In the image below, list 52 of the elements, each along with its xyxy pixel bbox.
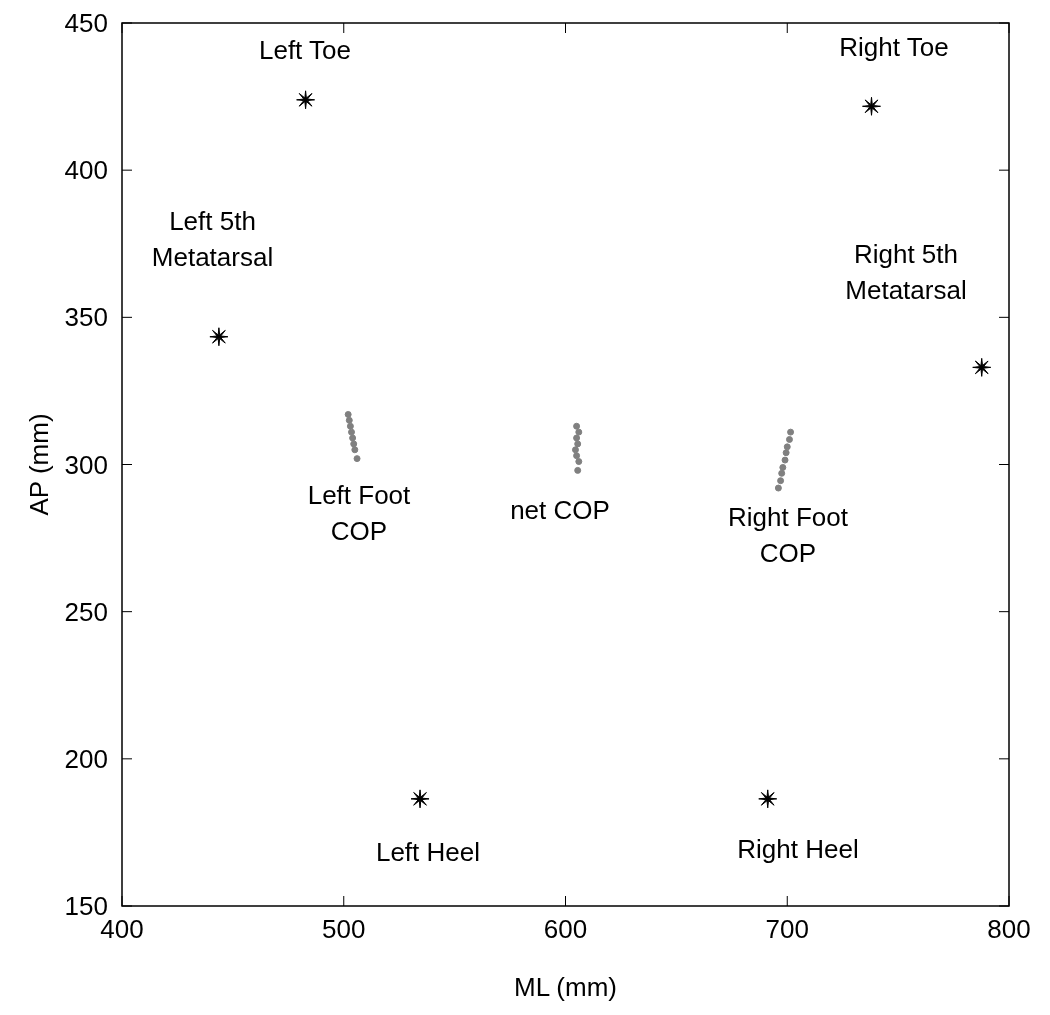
y-tick-label: 400 — [64, 155, 108, 186]
point — [781, 456, 789, 464]
point — [573, 452, 581, 460]
point — [862, 96, 882, 116]
point — [777, 477, 785, 485]
point — [346, 422, 354, 430]
point — [350, 440, 358, 448]
x-tick-label: 700 — [765, 914, 809, 944]
point — [574, 440, 582, 448]
x-tick-label: 800 — [987, 914, 1031, 944]
annotation: Left Heel — [375, 837, 481, 867]
point — [782, 449, 790, 457]
point — [774, 484, 782, 492]
point — [345, 416, 353, 424]
annotation: Right Heel — [737, 834, 859, 864]
point — [344, 410, 352, 418]
y-tick-label: 350 — [64, 302, 108, 333]
point — [779, 463, 787, 471]
point — [573, 422, 581, 430]
y-tick-label: 300 — [64, 449, 108, 480]
point — [348, 428, 355, 436]
point — [783, 443, 791, 451]
annotation: Left 5th Metatarsal — [151, 206, 274, 272]
point — [758, 789, 778, 809]
y-axis-title: AP (mm) — [24, 413, 54, 516]
point — [349, 434, 357, 442]
annotation: Left Toe — [258, 35, 352, 65]
point — [351, 446, 359, 454]
x-tick-label: 600 — [543, 914, 588, 944]
point — [209, 327, 229, 347]
point — [785, 436, 793, 443]
annotation: Left Foot COP — [307, 480, 412, 546]
point — [778, 469, 786, 477]
point — [353, 455, 361, 463]
x-axis-title: ML (mm) — [513, 972, 618, 1002]
point — [296, 90, 316, 110]
x-tick-label: 500 — [322, 914, 366, 944]
point — [574, 466, 582, 474]
annotation: Right Foot COP — [728, 502, 849, 568]
y-tick-label: 250 — [64, 596, 108, 627]
y-tick-label: 450 — [64, 8, 108, 38]
point — [410, 789, 430, 809]
y-tick-label: 200 — [64, 743, 108, 774]
point — [575, 458, 583, 466]
point — [571, 446, 579, 454]
annotation: Right 5th Metatarsal — [845, 238, 967, 305]
point — [972, 357, 992, 377]
annotation: net COP — [510, 495, 610, 525]
annotation: Right Toe — [839, 32, 949, 62]
point — [787, 428, 795, 436]
point — [575, 428, 583, 436]
point — [573, 434, 581, 442]
